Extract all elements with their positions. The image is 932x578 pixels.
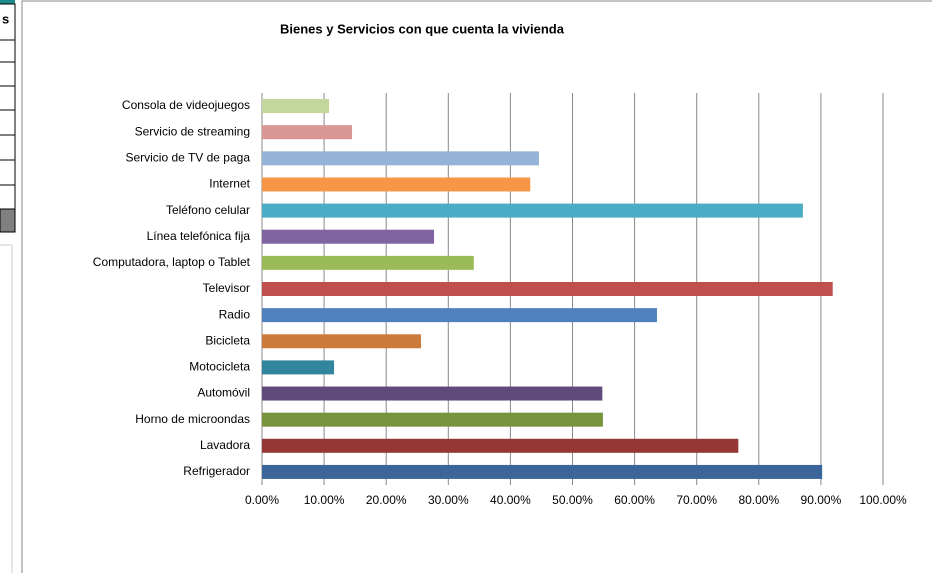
y-tick-label: Computadora, laptop o Tablet: [93, 255, 251, 269]
gray-cell: [0, 208, 16, 233]
x-tick-label: 20.00%: [366, 493, 407, 507]
bar: [262, 360, 335, 375]
y-tick-label: Motocicleta: [189, 360, 250, 374]
x-tick-label: 90.00%: [801, 493, 842, 507]
x-tick-label: 70.00%: [676, 493, 717, 507]
x-tick-label: 50.00%: [552, 493, 593, 507]
bar: [262, 151, 539, 166]
bar: [262, 438, 739, 453]
y-tick-label: Televisor: [203, 281, 250, 295]
header-text: s: [2, 11, 9, 26]
bar: [262, 412, 603, 427]
bar: [262, 255, 474, 270]
y-tick-label: Servicio de TV de paga: [125, 151, 250, 165]
y-tick-label: Línea telefónica fija: [147, 229, 251, 243]
bar: [262, 334, 421, 349]
bar: [262, 464, 823, 479]
x-tick-label: 80.00%: [738, 493, 779, 507]
x-tick-label: 100.00%: [859, 493, 907, 507]
bar: [262, 229, 435, 244]
y-tick-label: Refrigerador: [183, 464, 250, 478]
y-tick-label: Internet: [209, 177, 250, 191]
y-tick-label: Bicicleta: [205, 333, 250, 347]
plot-area: 0.00% 10.00% 20.00% 30.00% 40.00% 50.00% 60.00…: [93, 93, 907, 507]
bar: [262, 203, 803, 218]
bar: [262, 99, 330, 114]
y-tick-label: Radio: [219, 307, 251, 321]
header-accent: [0, 0, 15, 4]
lower-box: [0, 244, 13, 576]
side-table: s: [0, 0, 16, 576]
y-tick-label: Horno de microondas: [135, 412, 250, 426]
x-tick-label: 30.00%: [428, 493, 469, 507]
bar: [262, 177, 531, 192]
x-tick-label: 60.00%: [614, 493, 655, 507]
y-tick-label: Teléfono celular: [166, 203, 250, 217]
y-tick-label: Automóvil: [197, 386, 250, 400]
bar: [262, 308, 657, 323]
y-tick-label: Consola de videojuegos: [122, 98, 250, 112]
bar: [262, 282, 833, 296]
bar: [262, 386, 603, 401]
x-tick-label: 40.00%: [490, 493, 531, 507]
table-frame: [0, 3, 16, 233]
bar: [262, 125, 353, 140]
x-tick-label: 10.00%: [304, 493, 345, 507]
y-tick-label: Lavadora: [200, 438, 250, 452]
x-tick-label: 0.00%: [245, 493, 279, 507]
chart-title: Bienes y Servicios con que cuenta la viv…: [280, 21, 565, 36]
y-tick-label: Servicio de streaming: [135, 124, 250, 138]
